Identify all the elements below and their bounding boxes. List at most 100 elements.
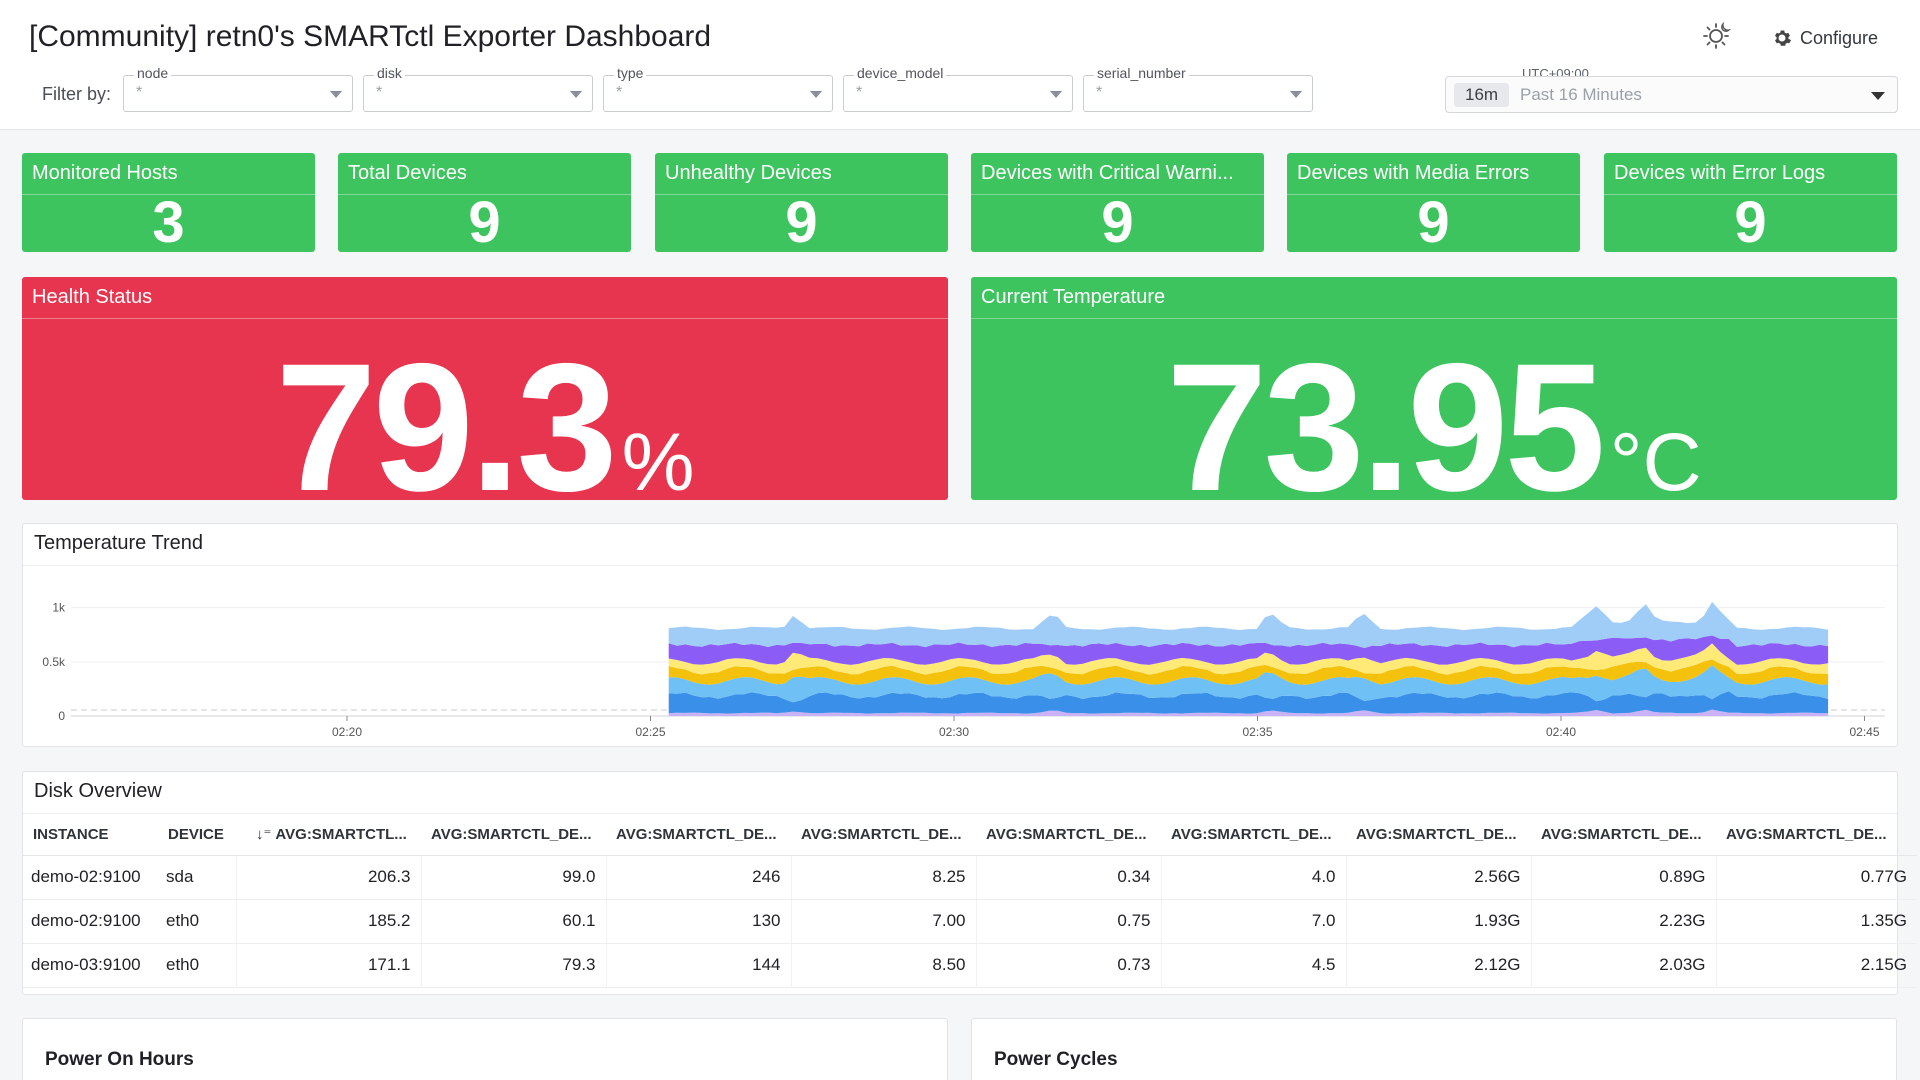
area-series-2[interactable] xyxy=(668,665,1829,703)
current-temperature-tile[interactable]: Current Temperature 73.95°C xyxy=(971,277,1897,500)
power-on-hours-panel: Power On Hours xyxy=(22,1018,948,1080)
dashboard-title: [Community] retn0's SMARTctl Exporter Da… xyxy=(29,20,712,53)
stat-value: 9 xyxy=(785,190,818,252)
filter-serial-number-label: serial_number xyxy=(1094,65,1189,81)
device-cell: eth0 xyxy=(158,943,236,988)
stat-value: 9 xyxy=(1417,190,1450,252)
stat-title: Total Devices xyxy=(348,162,467,184)
column-header-sorted[interactable]: ↓⁼ AVG:SMARTCTL... xyxy=(236,814,421,856)
configure-label: Configure xyxy=(1800,27,1879,48)
temperature-trend-chart[interactable]: 0 0.5k 1k 02:20 02:25 02:30 02:35 02:40 02:45 xyxy=(23,566,1897,746)
column-header[interactable]: AVG:SMARTCTL_DE... xyxy=(1716,814,1917,856)
filter-disk-label: disk xyxy=(374,65,405,81)
metric-cell: 2.56G xyxy=(1345,855,1531,900)
column-header[interactable]: AVG:SMARTCTL_DE... xyxy=(1346,814,1531,856)
column-header[interactable]: AVG:SMARTCTL_DE... xyxy=(606,814,791,856)
health-status-value: 79.3% xyxy=(22,336,948,500)
stat-title: Monitored Hosts xyxy=(32,162,178,184)
divider xyxy=(23,565,1897,566)
column-header[interactable]: AVG:SMARTCTL_DE... xyxy=(1531,814,1716,856)
time-range-picker[interactable]: 16m Past 16 Minutes xyxy=(1445,76,1898,113)
column-header[interactable]: DEVICE xyxy=(158,814,236,856)
column-header[interactable]: AVG:SMARTCTL_DE... xyxy=(976,814,1161,856)
x-tick-label: 02:45 xyxy=(1849,725,1879,739)
filter-node[interactable]: node * xyxy=(123,65,353,112)
device-cell: sda xyxy=(158,855,236,900)
stat-tile-monitored-hosts[interactable]: Monitored Hosts 3 xyxy=(22,153,315,252)
column-header-label: AVG:SMARTCTL... xyxy=(275,826,407,844)
metric-cell: 79.3 xyxy=(420,943,606,988)
table-row[interactable]: demo-03:9100 eth0 171.1 79.3 144 8.50 0.73 4.5 2… xyxy=(23,943,1917,988)
divider xyxy=(971,318,1897,319)
theme-toggle-icon[interactable] xyxy=(1702,20,1732,50)
disk-overview-panel: Disk Overview INSTANCE DEVICE ↓⁼ AVG:SMAR… xyxy=(22,771,1917,995)
x-tick-label: 02:30 xyxy=(939,725,969,739)
metric-cell: 185.2 xyxy=(235,899,421,944)
stat-title: Devices with Error Logs xyxy=(1614,162,1826,184)
filter-serial-number[interactable]: serial_number * xyxy=(1083,65,1313,112)
metric-cell: 2.03G xyxy=(1530,943,1716,988)
metric-cell: 2.15G xyxy=(1715,943,1917,988)
health-status-tile[interactable]: Health Status 79.3% xyxy=(22,277,948,500)
sort-descending-icon: ↓⁼ xyxy=(256,826,272,844)
table-row[interactable]: demo-02:9100 sda 206.3 99.0 246 8.25 0.34 4.0 2.… xyxy=(23,855,1917,900)
device-cell: eth0 xyxy=(158,899,236,944)
metric-cell: 2.23G xyxy=(1530,899,1716,944)
column-header[interactable]: INSTANCE xyxy=(23,814,158,856)
metric-cell: 0.89G xyxy=(1530,855,1716,900)
current-temperature-value: 73.95°C xyxy=(971,336,1897,500)
metric-cell: 7.00 xyxy=(790,899,976,944)
configure-button[interactable]: Configure xyxy=(1772,26,1878,50)
metric-cell: 0.73 xyxy=(975,943,1161,988)
metric-cell: 4.0 xyxy=(1160,855,1346,900)
filter-type-label: type xyxy=(614,65,647,81)
power-on-hours-title: Power On Hours xyxy=(45,1049,194,1070)
stat-tile-critical-warning[interactable]: Devices with Critical Warni... 9 xyxy=(971,153,1264,252)
table-row[interactable]: demo-02:9100 eth0 185.2 60.1 130 7.00 0.75 7.0 1… xyxy=(23,899,1917,944)
chevron-down-icon xyxy=(1871,92,1885,100)
stat-title: Devices with Media Errors xyxy=(1297,162,1530,184)
chevron-down-icon xyxy=(810,91,822,98)
area-series-3[interactable] xyxy=(668,659,1829,685)
metric-cell: 0.75 xyxy=(975,899,1161,944)
instance-cell: demo-02:9100 xyxy=(23,899,158,944)
stat-tile-unhealthy-devices[interactable]: Unhealthy Devices 9 xyxy=(655,153,948,252)
stat-tile-media-errors[interactable]: Devices with Media Errors 9 xyxy=(1287,153,1580,252)
area-series-0[interactable] xyxy=(668,709,1829,717)
filter-disk[interactable]: disk * xyxy=(363,65,593,112)
area-series-1[interactable] xyxy=(668,691,1829,714)
instance-cell: demo-03:9100 xyxy=(23,943,158,988)
stat-tile-error-logs[interactable]: Devices with Error Logs 9 xyxy=(1604,153,1897,252)
y-tick-label: 0.5k xyxy=(42,655,66,669)
stat-value: 9 xyxy=(1101,190,1134,252)
current-temperature-number: 73.95 xyxy=(1166,325,1605,500)
current-temperature-unit: °C xyxy=(1609,417,1702,500)
divider xyxy=(971,194,1264,195)
area-series-6[interactable] xyxy=(668,601,1829,648)
stat-title: Devices with Critical Warni... xyxy=(981,162,1234,184)
filter-node-label: node xyxy=(134,65,172,81)
area-series-4[interactable] xyxy=(668,643,1829,675)
filter-device-model-label: device_model xyxy=(854,65,947,81)
stat-tile-total-devices[interactable]: Total Devices 9 xyxy=(338,153,631,252)
x-tick-label: 02:40 xyxy=(1546,725,1576,739)
table-header-row: INSTANCE DEVICE ↓⁼ AVG:SMARTCTL... AVG:SM… xyxy=(23,814,1917,856)
divider xyxy=(655,194,948,195)
filter-node-value: * xyxy=(136,84,143,101)
column-header[interactable]: AVG:SMARTCTL_DE... xyxy=(791,814,976,856)
filter-device-model[interactable]: device_model * xyxy=(843,65,1073,112)
column-header[interactable]: AVG:SMARTCTL_DE... xyxy=(421,814,606,856)
metric-cell: 2.12G xyxy=(1345,943,1531,988)
gear-icon xyxy=(1775,30,1791,46)
metric-cell: 1.93G xyxy=(1345,899,1531,944)
disk-overview-title: Disk Overview xyxy=(34,780,162,802)
column-header[interactable]: AVG:SMARTCTL_DE... xyxy=(1161,814,1346,856)
temperature-trend-title: Temperature Trend xyxy=(34,532,203,554)
health-status-unit: % xyxy=(621,417,695,500)
filter-type[interactable]: type * xyxy=(603,65,833,112)
metric-cell: 130 xyxy=(605,899,791,944)
area-series-5[interactable] xyxy=(668,635,1829,665)
metric-cell: 8.25 xyxy=(790,855,976,900)
health-status-number: 79.3 xyxy=(275,325,617,500)
x-tick-label: 02:20 xyxy=(332,725,362,739)
